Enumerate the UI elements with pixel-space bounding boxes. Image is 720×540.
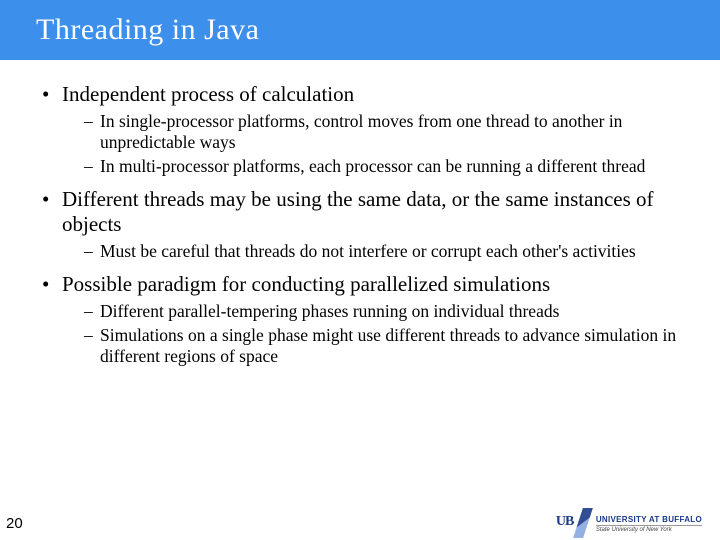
sub-bullet-list: Must be careful that threads do not inte… xyxy=(62,241,692,262)
bullet-text: Possible paradigm for conducting paralle… xyxy=(62,272,550,296)
bullet-list: Independent process of calculation In si… xyxy=(28,82,692,367)
slide-content: Independent process of calculation In si… xyxy=(0,60,720,367)
bullet-text: Independent process of calculation xyxy=(62,82,354,106)
slide-footer: 20 UB UNIVERSITY AT BUFFALO State Univer… xyxy=(0,500,720,540)
sub-bullet-item: Different parallel-tempering phases runn… xyxy=(84,301,692,322)
sub-bullet-item: In multi-processor platforms, each proce… xyxy=(84,156,692,177)
ub-mark-text: UB xyxy=(556,514,573,530)
slide: Threading in Java Independent process of… xyxy=(0,0,720,540)
bullet-text: Different threads may be using the same … xyxy=(62,187,654,236)
ub-logo-icon: UB xyxy=(556,512,590,536)
sub-bullet-list: Different parallel-tempering phases runn… xyxy=(62,301,692,367)
university-logo: UB UNIVERSITY AT BUFFALO State Universit… xyxy=(556,512,702,536)
logo-line1: UNIVERSITY AT BUFFALO xyxy=(596,516,702,526)
title-bar: Threading in Java xyxy=(0,0,720,60)
ub-slash-icon xyxy=(573,508,593,538)
sub-bullet-list: In single-processor platforms, control m… xyxy=(62,111,692,177)
bullet-item: Different threads may be using the same … xyxy=(42,187,692,262)
bullet-item: Possible paradigm for conducting paralle… xyxy=(42,272,692,367)
sub-bullet-item: In single-processor platforms, control m… xyxy=(84,111,692,154)
bullet-item: Independent process of calculation In si… xyxy=(42,82,692,177)
logo-text-block: UNIVERSITY AT BUFFALO State University o… xyxy=(596,516,702,533)
page-number: 20 xyxy=(6,515,23,532)
sub-bullet-item: Must be careful that threads do not inte… xyxy=(84,241,692,262)
sub-bullet-item: Simulations on a single phase might use … xyxy=(84,325,692,368)
slide-title: Threading in Java xyxy=(36,13,259,47)
logo-line2: State University of New York xyxy=(596,527,702,533)
